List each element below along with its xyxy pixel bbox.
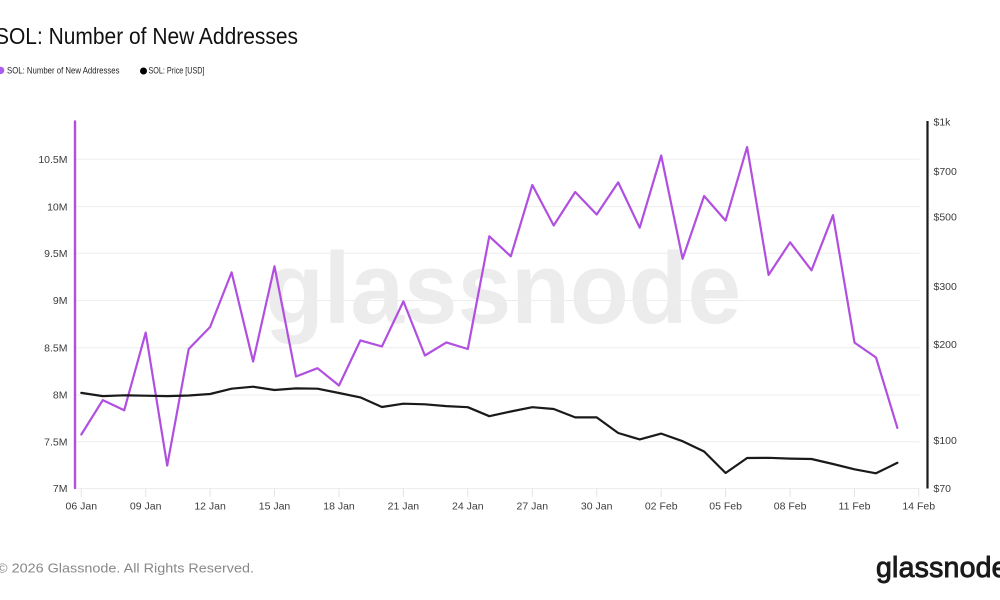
svg-text:8M: 8M (53, 390, 68, 402)
svg-text:SOL: Price [USD]: SOL: Price [USD] (149, 66, 205, 76)
svg-text:$70: $70 (934, 483, 952, 495)
svg-text:8.5M: 8.5M (44, 343, 67, 355)
svg-text:10M: 10M (47, 201, 67, 213)
svg-text:9.5M: 9.5M (44, 248, 67, 260)
svg-text:$300: $300 (934, 281, 958, 293)
svg-text:10.5M: 10.5M (38, 154, 67, 166)
svg-text:$200: $200 (934, 339, 958, 351)
svg-text:11 Feb: 11 Feb (839, 501, 871, 513)
svg-text:$700: $700 (934, 166, 958, 178)
svg-text:7M: 7M (53, 483, 68, 495)
svg-text:$500: $500 (934, 212, 958, 224)
svg-text:24 Jan: 24 Jan (452, 501, 484, 513)
svg-text:9M: 9M (53, 295, 68, 307)
svg-text:05 Feb: 05 Feb (709, 501, 742, 513)
svg-text:© 2026 Glassnode. All Rights R: © 2026 Glassnode. All Rights Reserved. (0, 561, 254, 576)
svg-text:27 Jan: 27 Jan (517, 501, 549, 513)
svg-text:$1k: $1k (934, 117, 952, 129)
svg-text:glassnode: glassnode (265, 233, 741, 345)
svg-text:06 Jan: 06 Jan (66, 501, 98, 513)
svg-text:14 Feb: 14 Feb (902, 501, 935, 513)
svg-text:15 Jan: 15 Jan (259, 501, 291, 513)
svg-text:30 Jan: 30 Jan (581, 501, 613, 513)
svg-text:7.5M: 7.5M (44, 436, 67, 448)
svg-text:18 Jan: 18 Jan (323, 501, 355, 513)
svg-text:SOL: Number of New Addresses: SOL: Number of New Addresses (0, 23, 298, 49)
svg-text:SOL: Number of New Addresses: SOL: Number of New Addresses (7, 66, 120, 76)
svg-text:09 Jan: 09 Jan (130, 501, 162, 513)
svg-text:$100: $100 (934, 435, 958, 447)
svg-text:02 Feb: 02 Feb (645, 501, 678, 513)
svg-text:08 Feb: 08 Feb (774, 501, 807, 513)
svg-text:21 Jan: 21 Jan (388, 501, 420, 513)
svg-text:12 Jan: 12 Jan (194, 501, 226, 513)
svg-text:glassnode: glassnode (876, 552, 1000, 584)
